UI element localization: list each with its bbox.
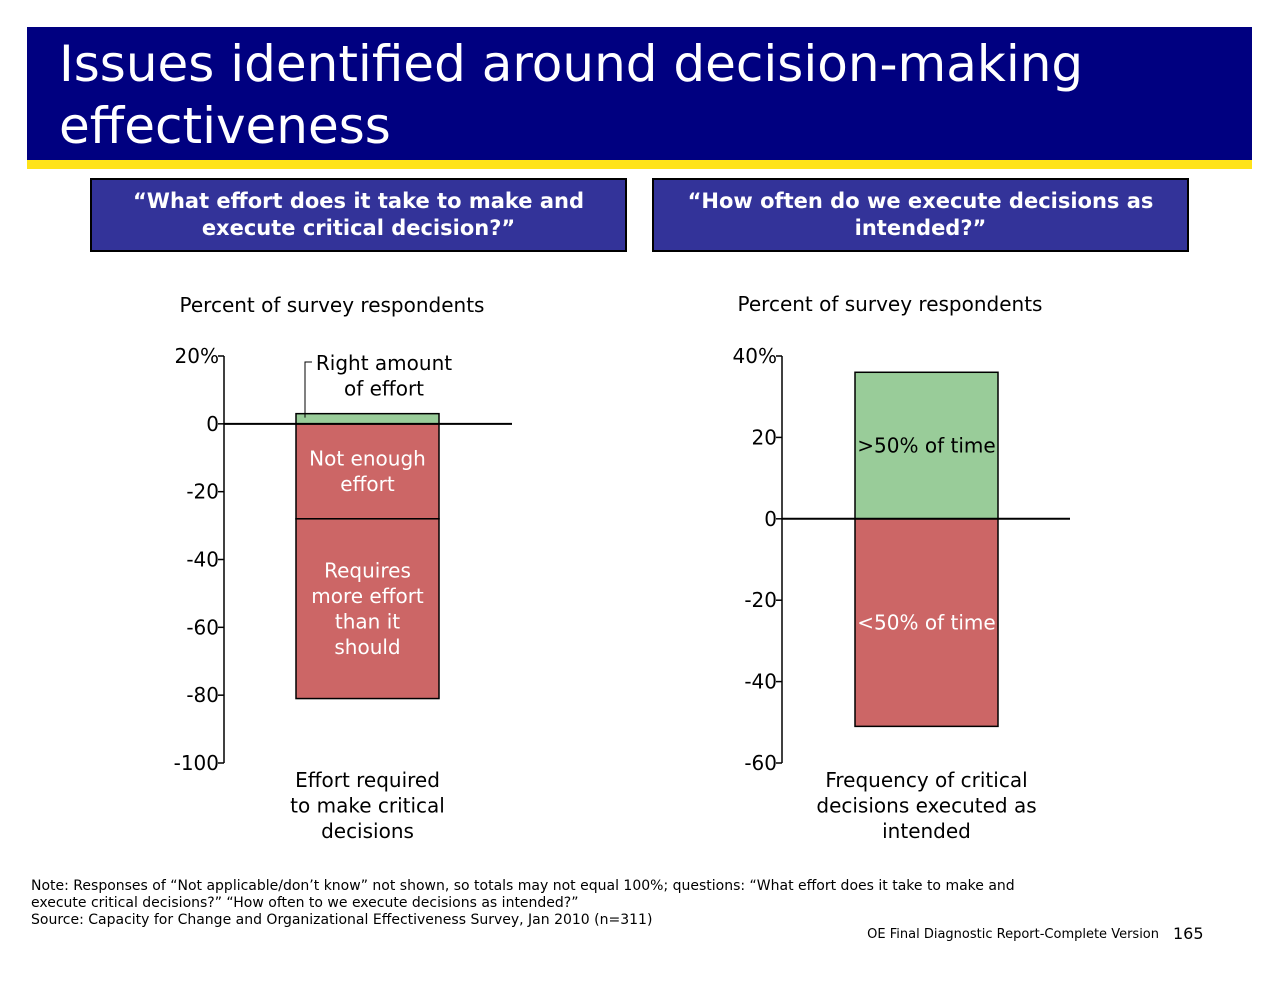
chart0-bar-0 xyxy=(295,412,440,425)
chart0-ytick-label-5: -80 xyxy=(186,683,219,707)
chart0-ytick-label-0: 20% xyxy=(175,344,219,368)
chart1-ytick-label-4: -40 xyxy=(744,670,777,694)
chart1-bar-1 xyxy=(854,518,999,728)
question-text-effort: “What effort does it take to make and ex… xyxy=(133,189,584,240)
chart0-category-label: Effort required to make critical decisions xyxy=(290,768,445,843)
chart0-bar-1 xyxy=(295,423,440,520)
chart0-callout-line-0 xyxy=(304,361,312,418)
chart0-series-label-2: Requires more effort than it should xyxy=(311,558,424,659)
chart0-ylabel: Percent of survey respondents xyxy=(180,293,485,317)
page-title: Issues identified around decision-making… xyxy=(59,35,1084,155)
title-bar: Issues identified around decision-making… xyxy=(27,27,1252,160)
chart0-ytick-label-1: 0 xyxy=(206,412,219,436)
chart1-ylabel: Percent of survey respondents xyxy=(738,292,1043,316)
chart0-series-label-0: Right amount of effort xyxy=(316,351,452,401)
footer-text: OE Final Diagnostic Report-Complete Vers… xyxy=(867,927,1159,942)
chart1-ytick-label-0: 40% xyxy=(733,344,777,368)
chart0-ytick-label-6: -100 xyxy=(174,751,219,775)
chart0-ytick-label-4: -60 xyxy=(186,615,219,639)
chart1-ytick-label-1: 20 xyxy=(752,425,777,449)
chart1-ytick-label-3: -20 xyxy=(744,588,777,612)
chart0-series-label-1: Not enough effort xyxy=(309,447,426,497)
chart1-category-label: Frequency of critical decisions executed … xyxy=(816,768,1036,843)
chart1-series-label-0: >50% of time xyxy=(857,434,995,458)
question-box-effort: “What effort does it take to make and ex… xyxy=(90,178,627,252)
chart1-series-label-1: <50% of time xyxy=(857,611,995,635)
question-text-frequency: “How often do we execute decisions as in… xyxy=(687,189,1154,240)
page-number: 165 xyxy=(1173,924,1204,943)
question-box-frequency: “How often do we execute decisions as in… xyxy=(652,178,1189,252)
notes: Note: Responses of “Not applicable/don’t… xyxy=(31,878,1051,929)
chart1-ytick-label-2: 0 xyxy=(764,507,777,531)
chart1-ytick-label-5: -60 xyxy=(744,751,777,775)
chart0-bar-2 xyxy=(295,518,440,700)
title-underline xyxy=(27,160,1252,169)
chart0-ytick-label-3: -40 xyxy=(186,548,219,572)
chart0-ytick-label-2: -20 xyxy=(186,480,219,504)
source-text: Source: Capacity for Change and Organiza… xyxy=(31,912,653,928)
note-text: Note: Responses of “Not applicable/don’t… xyxy=(31,878,1015,911)
chart1-bar-0 xyxy=(854,371,999,520)
